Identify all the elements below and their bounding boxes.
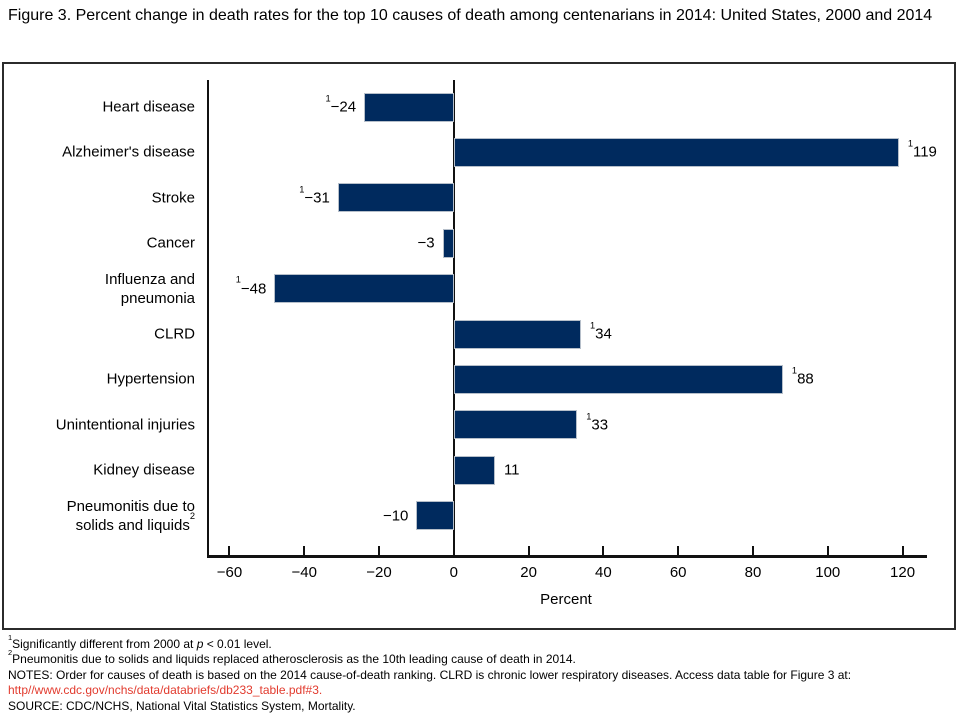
x-tick <box>378 546 381 555</box>
x-tick <box>826 546 829 555</box>
notes-line: NOTES: Order for causes of death is base… <box>8 667 852 682</box>
category-label: CLRD <box>154 325 195 343</box>
x-tick-label: 60 <box>669 564 687 581</box>
data-table-link[interactable]: http//www.cdc.gov/nchs/data/databriefs/d… <box>8 683 323 698</box>
x-tick <box>452 546 455 555</box>
x-tick <box>228 546 231 555</box>
bar <box>453 364 783 394</box>
footnote-1-pvalue: p <box>196 637 204 651</box>
bar <box>416 501 454 531</box>
bar <box>453 410 578 440</box>
category-label: Pneumonitis due to solids and liquids2 <box>66 497 195 534</box>
x-tick-label: −40 <box>291 564 317 581</box>
x-tick-label: 20 <box>520 564 537 581</box>
x-tick-label: 40 <box>595 564 612 581</box>
bar-value-label: −3 <box>417 234 435 252</box>
footnotes: 1Significantly different from 2000 at p … <box>8 633 956 714</box>
bar <box>337 183 454 213</box>
x-tick <box>751 546 754 555</box>
x-tick <box>527 546 530 555</box>
bar <box>453 319 581 349</box>
x-axis-line <box>207 555 927 558</box>
chart-box: Percent −60 −40 −20 0 20 40 60 80 100 120 1−24 Hear… <box>2 62 956 630</box>
figure-title: Figure 3. Percent change in death rates … <box>8 7 933 24</box>
category-label: Heart disease <box>102 98 195 116</box>
bar-value-label: 1119 <box>907 138 937 161</box>
bar-value-label: 134 <box>589 320 612 343</box>
category-label: Cancer <box>146 234 195 252</box>
footnote-1-sup: 1 <box>8 632 13 642</box>
footnote-1: 1Significantly different from 2000 at p … <box>8 633 956 652</box>
bar <box>453 137 899 167</box>
bar <box>453 455 495 485</box>
x-axis-title: Percent <box>540 591 592 608</box>
category-label: Influenza and pneumonia <box>104 270 195 307</box>
footnote-2: 2Pneumonitis due to solids and liquids r… <box>8 649 956 667</box>
footnote-2-sup: 2 <box>8 648 13 658</box>
x-tick <box>303 546 306 555</box>
bar <box>274 274 454 304</box>
bar-value-label: 1−48 <box>235 274 267 298</box>
category-label: Kidney disease <box>93 461 195 479</box>
footnote-1-text: Significantly different from 2000 at <box>12 637 197 651</box>
x-tick-label: 100 <box>815 564 841 581</box>
bar-value-label: 188 <box>791 365 814 388</box>
footnote-1-text-end: < 0.01 level. <box>203 637 272 651</box>
bar-value-label: 1−31 <box>299 184 330 207</box>
plot-area: Percent −60 −40 −20 0 20 40 60 80 100 120 1−24 Hear… <box>56 80 937 608</box>
x-tick-label: −20 <box>366 564 392 581</box>
x-tick-label: −60 <box>216 564 243 581</box>
category-label: Alzheimer's disease <box>62 143 195 161</box>
x-tick-label: 0 <box>449 564 458 581</box>
bar <box>364 92 454 122</box>
x-tick-label: 80 <box>744 564 762 581</box>
category-label: Unintentional injuries <box>55 416 195 434</box>
y-axis-line <box>207 80 209 558</box>
x-tick <box>901 546 904 555</box>
x-tick-label: 120 <box>890 564 916 581</box>
zero-baseline <box>452 80 455 558</box>
footnote-2-text: Pneumonitis due to solids and liquids re… <box>12 652 576 667</box>
bar-value-label: 133 <box>586 411 609 434</box>
source-line: SOURCE: CDC/NCHS, National Vital Statist… <box>8 698 356 713</box>
category-label: Stroke <box>151 189 195 207</box>
bar <box>442 228 454 258</box>
bar-value-label: −10 <box>382 507 409 525</box>
bar-value-label: 1−24 <box>325 93 357 116</box>
category-label: Hypertension <box>106 370 195 388</box>
x-tick <box>602 546 605 555</box>
x-tick <box>677 546 680 555</box>
bar-value-label: 11 <box>503 461 520 479</box>
